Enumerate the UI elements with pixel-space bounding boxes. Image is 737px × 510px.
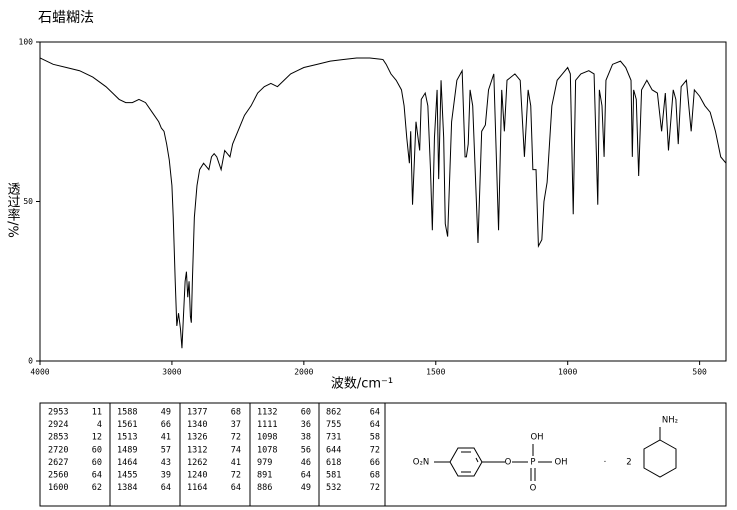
- peak-wavenumber: 2560: [48, 471, 68, 481]
- peak-wavenumber: 1561: [117, 420, 137, 430]
- peak-transmittance: 11: [92, 408, 102, 418]
- peak-transmittance: 72: [231, 433, 241, 443]
- structure-drawing: [434, 427, 677, 481]
- peak-wavenumber: 1489: [117, 445, 137, 455]
- peak-wavenumber: 1513: [117, 433, 137, 443]
- peak-transmittance: 37: [231, 420, 241, 430]
- peak-transmittance: 72: [231, 471, 241, 481]
- peak-wavenumber: 2953: [48, 408, 68, 418]
- peak-transmittance: 41: [161, 433, 171, 443]
- x-tick-label: 3000: [162, 368, 181, 377]
- peak-transmittance: 62: [92, 483, 102, 493]
- peak-wavenumber: 1384: [117, 483, 137, 493]
- peak-wavenumber: 886: [257, 483, 272, 493]
- y-tick-label: 0: [28, 357, 33, 366]
- peak-wavenumber: 1340: [187, 420, 207, 430]
- peak-transmittance: 64: [370, 408, 380, 418]
- structure-amine: NH₂: [662, 416, 678, 426]
- peak-wavenumber: 1464: [117, 458, 137, 468]
- peak-transmittance: 4: [97, 420, 102, 430]
- structure-ether-o: O: [505, 458, 512, 468]
- peak-transmittance: 46: [301, 458, 311, 468]
- x-tick-label: 2000: [294, 368, 313, 377]
- peak-transmittance: 68: [370, 471, 380, 481]
- peak-wavenumber: 862: [326, 408, 341, 418]
- peak-wavenumber: 1098: [257, 433, 277, 443]
- x-tick-label: 500: [692, 368, 707, 377]
- peak-wavenumber: 1078: [257, 445, 277, 455]
- peak-wavenumber: 2720: [48, 445, 68, 455]
- peak-wavenumber: 755: [326, 420, 341, 430]
- peak-transmittance: 49: [301, 483, 311, 493]
- structure-phosphorus: P: [530, 458, 535, 468]
- peak-transmittance: 60: [92, 458, 102, 468]
- peak-transmittance: 68: [231, 408, 241, 418]
- peak-transmittance: 64: [301, 471, 311, 481]
- x-tick-label: 4000: [30, 368, 49, 377]
- peak-wavenumber: 581: [326, 471, 341, 481]
- x-tick-label: 1000: [558, 368, 577, 377]
- table-frame: [39, 402, 727, 507]
- peak-transmittance: 12: [92, 433, 102, 443]
- peak-transmittance: 66: [161, 420, 171, 430]
- peak-transmittance: 38: [301, 433, 311, 443]
- chart-title: 石蜡糊法: [38, 10, 94, 26]
- peak-transmittance: 39: [161, 471, 171, 481]
- peak-transmittance: 36: [301, 420, 311, 430]
- peak-wavenumber: 1455: [117, 471, 137, 481]
- peak-wavenumber: 891: [257, 471, 272, 481]
- peak-transmittance: 49: [161, 408, 171, 418]
- peak-wavenumber: 1377: [187, 408, 207, 418]
- peak-wavenumber: 1600: [48, 483, 68, 493]
- peak-transmittance: 64: [161, 483, 171, 493]
- structure-count: 2: [626, 458, 631, 468]
- peak-wavenumber: 2853: [48, 433, 68, 443]
- spectrum-line: [39, 57, 727, 349]
- peak-transmittance: 56: [301, 445, 311, 455]
- peak-wavenumber: 1111: [257, 420, 277, 430]
- peak-wavenumber: 1588: [117, 408, 137, 418]
- peak-wavenumber: 731: [326, 433, 341, 443]
- structure-dot: ·: [604, 458, 607, 468]
- peak-wavenumber: 1262: [187, 458, 207, 468]
- x-tick-label: 1500: [426, 368, 445, 377]
- structure-oh-right: OH: [554, 458, 567, 468]
- peak-transmittance: 64: [92, 471, 102, 481]
- peak-wavenumber: 2924: [48, 420, 68, 430]
- peak-transmittance: 64: [370, 420, 380, 430]
- peak-transmittance: 60: [301, 408, 311, 418]
- x-axis-label: 波数/cm⁻¹: [331, 377, 393, 392]
- plot-frame: [39, 41, 727, 362]
- structure-oh-top: OH: [530, 433, 543, 443]
- peak-transmittance: 74: [231, 445, 241, 455]
- peak-wavenumber: 1312: [187, 445, 207, 455]
- peak-wavenumber: 979: [257, 458, 272, 468]
- peak-transmittance: 66: [370, 458, 380, 468]
- peak-transmittance: 64: [231, 483, 241, 493]
- peak-transmittance: 60: [92, 445, 102, 455]
- peak-wavenumber: 1240: [187, 471, 207, 481]
- y-tick-label: 50: [23, 197, 33, 206]
- peak-transmittance: 58: [370, 433, 380, 443]
- y-axis-label: 透过率/%: [5, 182, 21, 238]
- peak-transmittance: 72: [370, 483, 380, 493]
- peak-transmittance: 72: [370, 445, 380, 455]
- peak-transmittance: 57: [161, 445, 171, 455]
- peak-wavenumber: 1132: [257, 408, 277, 418]
- peak-wavenumber: 644: [326, 445, 341, 455]
- peak-wavenumber: 532: [326, 483, 341, 493]
- peak-wavenumber: 618: [326, 458, 341, 468]
- peak-wavenumber: 2627: [48, 458, 68, 468]
- y-tick-label: 100: [19, 38, 34, 47]
- peak-transmittance: 41: [231, 458, 241, 468]
- peak-wavenumber: 1326: [187, 433, 207, 443]
- peak-wavenumber: 1164: [187, 483, 207, 493]
- peak-transmittance: 43: [161, 458, 171, 468]
- structure-oxo: O: [530, 484, 537, 494]
- structure-nitro: O₂N: [413, 458, 429, 468]
